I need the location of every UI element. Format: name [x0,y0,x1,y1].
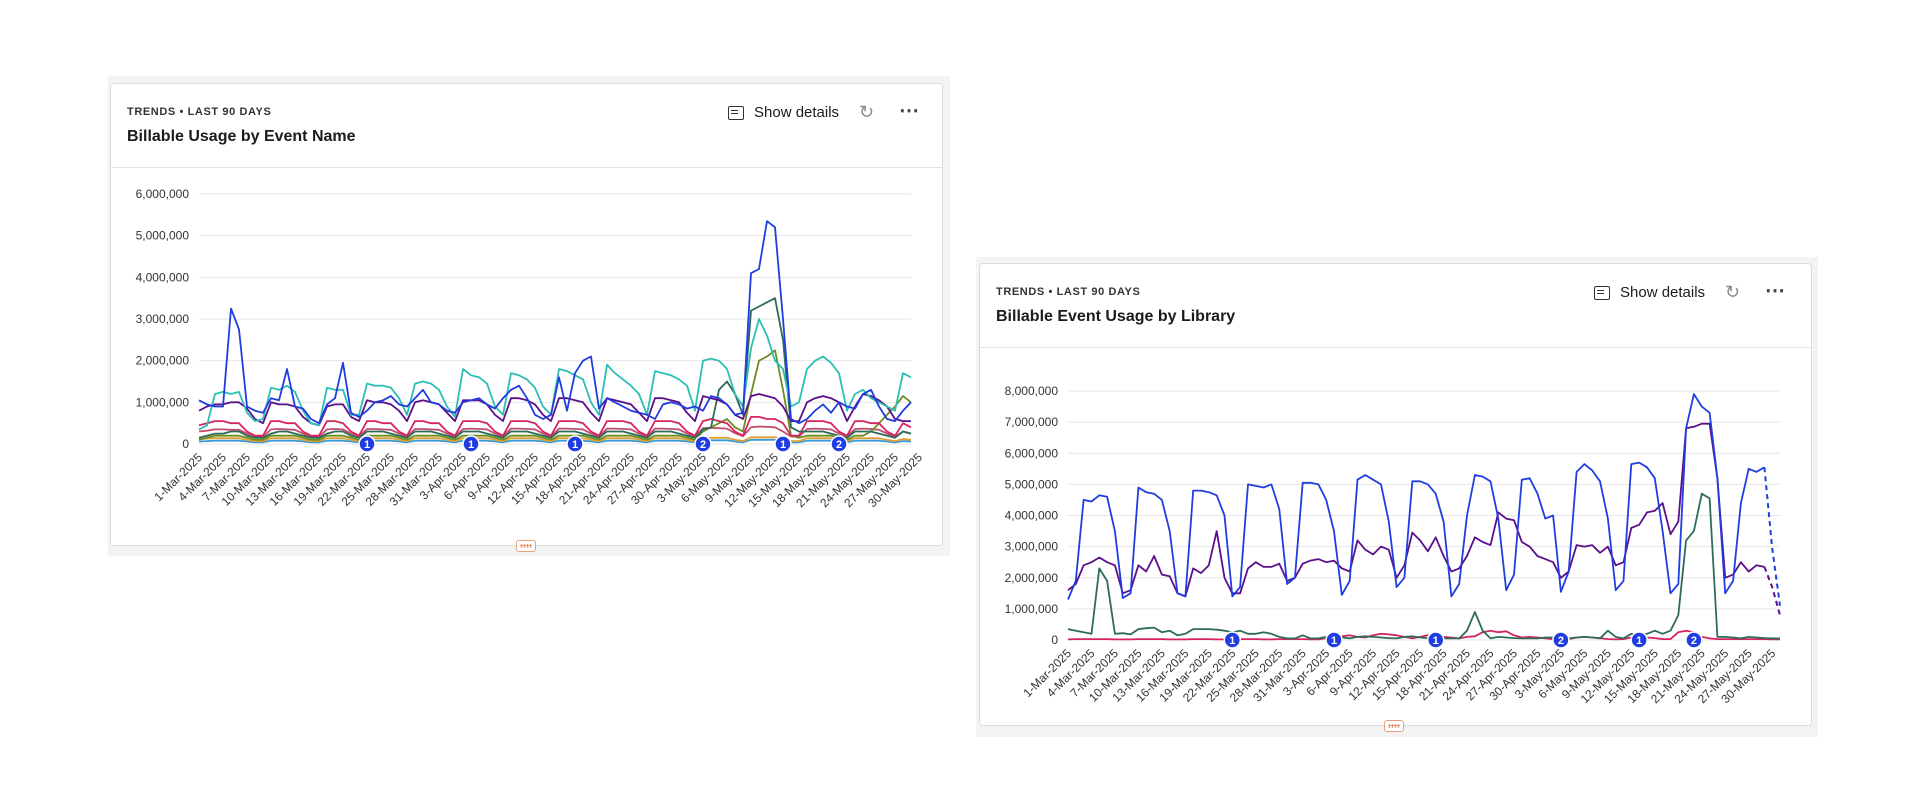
more-options-icon[interactable]: ⋯ [1765,280,1786,302]
show-details-button[interactable]: Show details [1594,284,1705,301]
card-title: Billable Usage by Event Name [127,128,356,145]
annotation-marker[interactable] [774,435,792,453]
y-tick-label: 0 [182,437,189,451]
annotation-count: 1 [572,439,578,451]
y-tick-label: 5,000,000 [136,229,190,243]
annotation-marker[interactable] [1325,631,1343,649]
annotation-marker[interactable] [1630,631,1648,649]
annotation-count: 1 [364,439,370,451]
series-line [198,415,912,437]
y-tick-label: 7,000,000 [1005,415,1059,429]
y-tick-label: 8,000,000 [1005,384,1059,398]
y-tick-label: 3,000,000 [136,312,190,326]
y-tick-label: 5,000,000 [1005,477,1059,491]
line-chart-library: 0 1,000,000 2,000,000 3,000,000 4,000,000 5,0… [1005,384,1781,706]
y-tick-label: 6,000,000 [1005,446,1059,460]
annotation-count: 1 [780,439,786,451]
series-line [198,220,912,425]
details-panel-icon [1594,285,1610,300]
series-line [1067,492,1780,640]
annotation-marker[interactable] [1552,631,1570,649]
show-details-button[interactable]: Show details [728,104,839,121]
annotation-marker[interactable] [566,435,584,453]
annotation-count: 1 [1331,635,1337,647]
y-tick-label: 3,000,000 [1005,540,1059,554]
series-line-partial [1763,566,1781,616]
annotation-count: 1 [1636,635,1642,647]
series-line [198,297,912,439]
card-eyebrow: TRENDS • LAST 90 DAYS [996,286,1141,298]
y-tick-label: 2,000,000 [136,354,190,368]
series-line [1067,629,1780,641]
series-line [198,438,912,444]
annotation-marker[interactable] [694,435,712,453]
annotation-count: 2 [1558,635,1564,647]
series-line-partial [1763,467,1781,606]
annotation-marker[interactable] [462,435,480,453]
annotation-marker[interactable] [1685,631,1703,649]
annotation-count: 2 [700,439,706,451]
card-header: TRENDS • LAST 90 DAYS Billable Usage by … [111,84,942,168]
resize-handle[interactable] [1384,720,1404,732]
chart-card-library: TRENDS • LAST 90 DAYS Billable Event Usa… [979,263,1812,726]
y-tick-label: 4,000,000 [136,270,190,284]
show-details-label: Show details [1620,284,1706,301]
annotation-marker[interactable] [358,435,376,453]
refresh-icon[interactable]: ↻ [859,102,875,122]
series-line [198,436,912,443]
more-options-icon[interactable]: ⋯ [899,100,920,122]
annotation-count: 1 [1433,635,1439,647]
details-panel-icon [728,105,744,120]
card-title: Billable Event Usage by Library [996,308,1236,325]
annotation-marker[interactable] [1426,631,1445,649]
line-chart-event-name: 0 1,000,000 2,000,000 3,000,000 4,000,000 5,0… [136,187,926,510]
y-tick-label: 0 [1051,633,1058,647]
y-tick-label: 1,000,000 [1005,602,1059,616]
annotation-count: 1 [468,439,474,451]
refresh-icon[interactable]: ↻ [1725,282,1741,302]
show-details-label: Show details [754,104,840,121]
series-line [1067,393,1765,600]
chart-card-event-name: TRENDS • LAST 90 DAYS Billable Usage by … [110,83,943,546]
y-tick-label: 6,000,000 [136,187,190,201]
annotation-marker[interactable] [1223,631,1242,649]
resize-handle[interactable] [516,540,536,552]
annotation-marker[interactable] [830,435,848,453]
annotation-count: 2 [836,439,842,451]
annotation-count: 2 [1691,635,1697,647]
card-header: TRENDS • LAST 90 DAYS Billable Event Usa… [980,264,1811,348]
y-tick-label: 1,000,000 [136,395,190,409]
y-tick-label: 4,000,000 [1005,509,1059,523]
y-tick-label: 2,000,000 [1005,571,1059,585]
annotation-count: 1 [1229,635,1235,647]
card-eyebrow: TRENDS • LAST 90 DAYS [127,106,272,118]
